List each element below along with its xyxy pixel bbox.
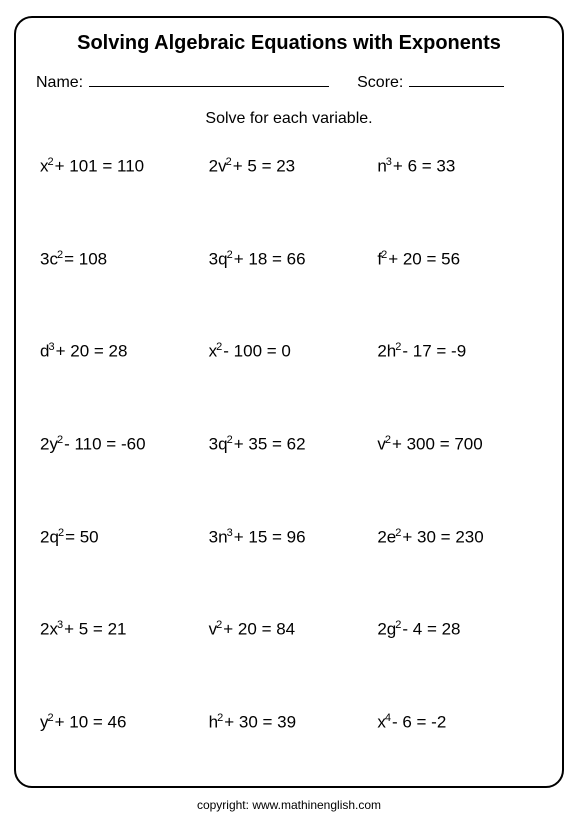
equation-rest: + 30 = 39 <box>224 713 296 732</box>
equation-rest: + 18 = 66 <box>234 249 306 268</box>
equation-cell: 2x3+ 5 = 21 <box>40 619 201 640</box>
equation-cell: 3q2+ 35 = 62 <box>209 434 370 455</box>
coefficient: 3 <box>209 435 218 454</box>
exponent: 2 <box>385 434 391 446</box>
equation-cell: 2q2= 50 <box>40 527 201 548</box>
equation-cell: x2- 100 = 0 <box>209 341 370 362</box>
equation-cell: v2+ 300 = 700 <box>377 434 538 455</box>
equation-cell: d3+ 20 = 28 <box>40 341 201 362</box>
equation-cell: 2e2+ 30 = 230 <box>377 527 538 548</box>
coefficient: 2 <box>377 620 386 639</box>
score-label: Score: <box>357 74 403 92</box>
equation-rest: + 10 = 46 <box>55 713 127 732</box>
exponent: 2 <box>58 527 64 539</box>
equation-rest: + 30 = 230 <box>402 527 483 546</box>
exponent: 2 <box>57 249 63 261</box>
equation-rest: + 6 = 33 <box>393 157 455 176</box>
exponent: 3 <box>48 341 54 353</box>
equation-cell: 3c2= 108 <box>40 249 201 270</box>
equation-rest: + 15 = 96 <box>234 527 306 546</box>
exponent: 2 <box>227 434 233 446</box>
coefficient: 2 <box>209 157 218 176</box>
copyright-text: copyright: www.mathinenglish.com <box>0 798 578 812</box>
exponent: 3 <box>227 527 233 539</box>
equation-cell: f2+ 20 = 56 <box>377 249 538 270</box>
equation-cell: x4- 6 = -2 <box>377 712 538 733</box>
coefficient: 2 <box>377 527 386 546</box>
equation-rest: - 100 = 0 <box>223 342 291 361</box>
exponent: 2 <box>216 341 222 353</box>
equation-cell: n3+ 6 = 33 <box>377 156 538 177</box>
exponent: 4 <box>385 712 391 724</box>
equation-cell: h2+ 30 = 39 <box>209 712 370 733</box>
exponent: 2 <box>217 712 223 724</box>
equation-rest: - 17 = -9 <box>402 342 466 361</box>
exponent: 3 <box>57 619 63 631</box>
equation-rest: - 4 = 28 <box>402 620 460 639</box>
equation-cell: 3q2+ 18 = 66 <box>209 249 370 270</box>
coefficient: 3 <box>209 527 218 546</box>
exponent: 2 <box>216 619 222 631</box>
equation-grid: x2+ 101 = 110 2v2+ 5 = 23 n3+ 6 = 33 3c2= 1… <box>36 156 542 733</box>
worksheet-frame: Solving Algebraic Equations with Exponen… <box>14 16 564 788</box>
equation-rest: + 20 = 56 <box>388 249 460 268</box>
exponent: 2 <box>395 619 401 631</box>
equation-rest: + 300 = 700 <box>392 435 483 454</box>
equation-cell: 2h2- 17 = -9 <box>377 341 538 362</box>
equation-rest: = 108 <box>64 249 107 268</box>
equation-cell: 2y2- 110 = -60 <box>40 434 201 455</box>
equation-cell: x2+ 101 = 110 <box>40 156 201 177</box>
name-input-line[interactable] <box>89 69 329 87</box>
equation-cell: y2+ 10 = 46 <box>40 712 201 733</box>
exponent: 3 <box>386 156 392 168</box>
equation-rest: + 35 = 62 <box>234 435 306 454</box>
exponent: 2 <box>57 434 63 446</box>
coefficient: 3 <box>209 249 218 268</box>
equation-rest: - 110 = -60 <box>64 435 145 454</box>
exponent: 2 <box>395 527 401 539</box>
equation-cell: 2v2+ 5 = 23 <box>209 156 370 177</box>
exponent: 2 <box>48 156 54 168</box>
equation-rest: - 6 = -2 <box>392 713 446 732</box>
exponent: 2 <box>395 341 401 353</box>
equation-rest: + 20 = 28 <box>56 342 128 361</box>
equation-rest: + 5 = 21 <box>64 620 126 639</box>
equation-rest: = 50 <box>65 527 99 546</box>
equation-rest: + 101 = 110 <box>55 157 145 176</box>
equation-rest: + 5 = 23 <box>233 157 295 176</box>
exponent: 2 <box>226 156 232 168</box>
coefficient: 2 <box>377 342 386 361</box>
equation-cell: 2g2- 4 = 28 <box>377 619 538 640</box>
equation-rest: + 20 = 84 <box>223 620 295 639</box>
worksheet-title: Solving Algebraic Equations with Exponen… <box>36 32 542 55</box>
exponent: 2 <box>381 249 387 261</box>
equation-cell: 3n3+ 15 = 96 <box>209 527 370 548</box>
equation-cell: v2+ 20 = 84 <box>209 619 370 640</box>
exponent: 2 <box>227 249 233 261</box>
score-input-line[interactable] <box>409 69 504 87</box>
header-row: Name: Score: <box>36 69 542 92</box>
name-label: Name: <box>36 74 83 92</box>
instruction-text: Solve for each variable. <box>36 110 542 128</box>
exponent: 2 <box>48 712 54 724</box>
